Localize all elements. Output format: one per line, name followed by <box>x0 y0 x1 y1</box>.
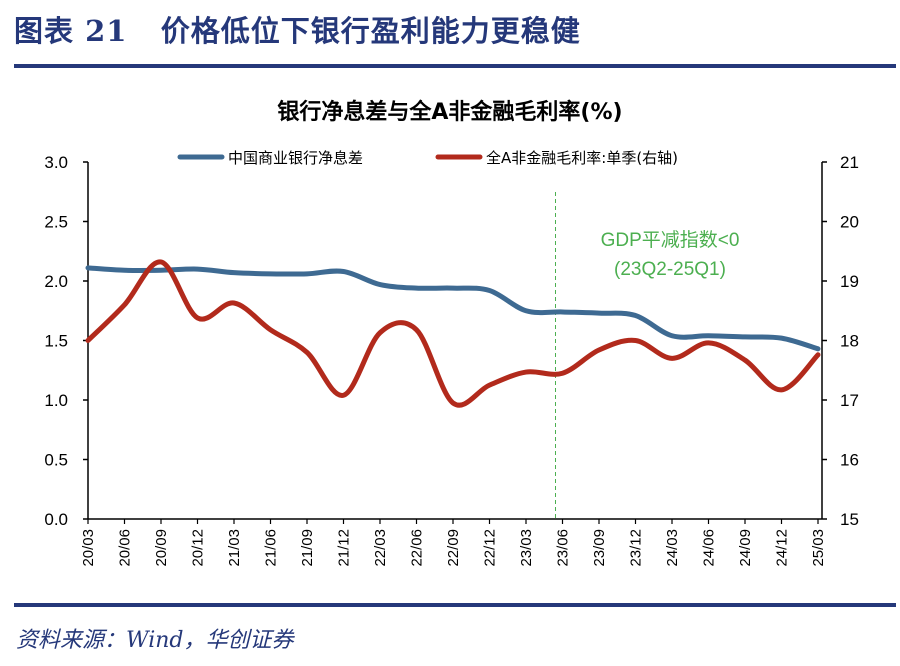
right-tick-label: 15 <box>840 510 859 529</box>
source-note: 资料来源：Wind，华创证券 <box>16 628 294 653</box>
chart-title: 银行净息差与全A非金融毛利率(%) <box>277 100 623 125</box>
left-tick-label: 1.0 <box>44 391 68 410</box>
left-tick-label: 2.5 <box>44 213 68 232</box>
figure-title: 图表 21 价格低位下银行盈利能力更稳健 <box>14 14 581 48</box>
annotation-line2: (23Q2-25Q1) <box>614 259 726 280</box>
x-tick-label: 23/06 <box>555 529 572 567</box>
left-tick-label: 0.0 <box>44 510 68 529</box>
right-tick-label: 20 <box>840 213 859 232</box>
x-tick-label: 23/12 <box>628 529 645 567</box>
x-tick-label: 21/12 <box>336 529 353 567</box>
x-tick-label: 22/12 <box>482 529 499 567</box>
left-tick-label: 2.0 <box>44 272 68 291</box>
legend-bank-nim-label: 中国商业银行净息差 <box>228 149 363 167</box>
x-tick-label: 24/03 <box>664 529 681 567</box>
right-tick-label: 16 <box>840 451 859 470</box>
right-tick-label: 18 <box>840 332 859 351</box>
x-tick-label: 23/03 <box>518 529 535 567</box>
x-tick-label: 20/09 <box>153 529 170 567</box>
annotation-line1: GDP平减指数<0 <box>601 229 740 251</box>
x-tick-label: 23/09 <box>591 529 608 567</box>
left-tick-label: 0.5 <box>44 451 68 470</box>
x-tick-label: 22/06 <box>409 529 426 567</box>
right-tick-label: 19 <box>840 272 859 291</box>
left-tick-label: 1.5 <box>44 332 68 351</box>
x-tick-label: 21/06 <box>263 529 280 567</box>
x-tick-label: 25/03 <box>810 529 827 567</box>
x-tick-label: 24/06 <box>701 529 718 567</box>
x-tick-label: 20/12 <box>190 529 207 567</box>
x-tick-label: 22/03 <box>372 529 389 567</box>
right-tick-label: 21 <box>840 153 859 172</box>
x-tick-label: 21/09 <box>299 529 316 567</box>
series-line-bank-nim <box>85 265 821 352</box>
series-line-gross-margin <box>85 259 821 408</box>
right-tick-label: 17 <box>840 391 859 410</box>
left-tick-label: 3.0 <box>44 153 68 172</box>
top-rule <box>14 64 896 68</box>
bottom-rule <box>14 603 896 607</box>
x-tick-label: 24/09 <box>737 529 754 567</box>
x-tick-label: 20/06 <box>117 529 134 567</box>
x-tick-label: 20/03 <box>80 529 97 567</box>
legend-gross-margin-label: 全A非金融毛利率:单季(右轴) <box>486 149 678 167</box>
x-tick-label: 22/09 <box>445 529 462 567</box>
x-tick-label: 24/12 <box>774 529 791 567</box>
x-tick-label: 21/03 <box>226 529 243 567</box>
